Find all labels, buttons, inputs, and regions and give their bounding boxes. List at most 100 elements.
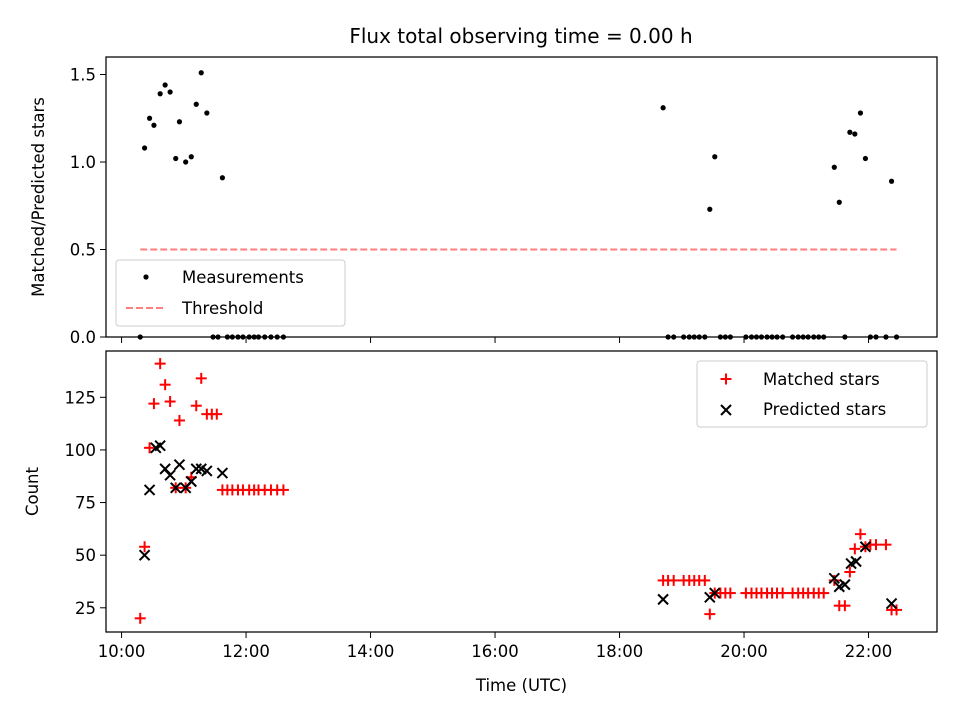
matched-star-point [195,372,207,384]
matched-star-point [699,574,711,586]
legend-matched-label: Matched stars [763,370,880,389]
measurement-point [847,129,853,135]
top-y-tick-label: 0.5 [70,241,96,260]
measurement-point [836,199,842,205]
predicted-star-point [164,469,176,481]
matched-star-point [668,574,680,586]
x-tick-label: 20:00 [720,642,768,661]
matched-star-point [839,600,851,612]
x-tick-label: 22:00 [845,642,893,661]
measurement-point [141,145,148,151]
bottom-y-tick-label: 25 [75,599,96,618]
measurement-point [862,155,869,162]
top-y-tick-label: 0.0 [70,328,96,347]
predicted-star-point [173,458,186,471]
bottom-legend: Matched stars Predicted stars [696,360,928,428]
x-tick-label: 10:00 [98,642,146,661]
measurement-point [173,155,179,162]
matched-star-point [144,442,156,454]
measurement-point [167,89,173,95]
matched-star-point [134,612,146,624]
predicted-star-point [154,440,166,452]
predicted-star-point [185,475,197,488]
top-x-ticks [121,337,870,343]
bottom-y-ticks: 25 50 75 100 125 [65,388,106,618]
measurement-point [660,105,666,111]
matched-star-point [849,543,861,555]
predicted-star-point [657,593,669,606]
bottom-y-tick-label: 100 [65,441,97,460]
measurement-point [707,206,713,212]
measurement-point [176,119,183,125]
bottom-y-axis-label: Count [23,466,42,516]
bottom-x-ticks: 10:00 12:00 14:00 16:00 18:00 20:00 22:00 [98,632,893,661]
measurement-point [219,175,226,181]
bottom-legend-box [696,360,928,428]
predicted-star-point [170,482,182,494]
matched-star-point [724,587,736,599]
predicted-star-point [859,541,872,553]
matched-star-point [148,398,160,410]
top-axes-frame [105,56,938,338]
measurement-point [888,178,895,184]
matched-star-point [777,587,789,599]
top-y-ticks: 0.0 0.5 1.0 1.5 [70,66,106,347]
predicted-star-point [709,587,721,599]
matched-star-point [870,539,882,551]
measurement-point [204,110,210,116]
legend-measurements-label: Measurements [182,268,304,287]
predicted-star-point [885,597,898,610]
bottom-y-tick-label: 50 [75,546,96,565]
measurement-point [831,164,837,170]
legend-predicted-label: Predicted stars [763,400,886,419]
measurement-point [188,154,194,160]
x-tick-label: 18:00 [596,642,644,661]
matched-star-point [154,358,166,370]
matched-star-point [828,574,840,586]
predicted-star-point [850,555,862,568]
legend-matched-marker [720,373,732,385]
top-y-tick-label: 1.0 [70,153,96,172]
top-y-tick-label: 1.5 [70,66,96,85]
matched-star-point [704,608,716,620]
predicted-star-point [190,463,202,475]
predicted-star-point [143,484,156,496]
matched-star-point [164,396,176,408]
matched-star-point [891,604,903,616]
legend-measurements-marker [143,274,149,280]
measurement-point [157,91,163,97]
measurement-point [198,70,204,76]
top-y-axis-label: Matched/Predicted stars [29,97,48,297]
measurement-point [162,82,168,88]
matched-star-point [277,484,289,496]
legend-x-glyph [720,404,732,416]
matched-star-point [818,587,830,599]
top-legend-box [115,259,346,327]
matched-star-point [139,541,151,553]
x-tick-label: 12:00 [222,642,270,661]
legend-predicted-marker [720,404,732,416]
measurement-point [183,159,189,165]
bottom-axes-frame [105,350,938,633]
measurement-point [193,101,199,107]
predicted-star-point [839,578,851,591]
matched-star-point [211,408,223,420]
measurement-point [151,122,157,128]
bottom-panel: 25 50 75 100 125 10:00 12:00 14:00 16:00 18:00 20… [23,350,938,695]
matched-star-point [173,414,185,426]
measurement-point [712,154,718,160]
top-panel: 0.0 0.5 1.0 1.5 Matched/Predicted stars Mea… [29,56,938,347]
bottom-y-tick-label: 75 [75,494,96,513]
predicted-stars-points [138,440,898,610]
predicted-star-point [828,572,840,585]
matched-star-point [844,566,856,578]
matched-star-point [854,528,866,540]
x-tick-label: 14:00 [347,642,395,661]
predicted-star-point [216,467,229,479]
top-legend: Measurements Threshold [115,259,346,327]
predicted-star-point [138,549,151,561]
predicted-star-point [201,465,213,477]
matched-star-point [159,379,171,391]
legend-threshold-label: Threshold [181,299,263,318]
